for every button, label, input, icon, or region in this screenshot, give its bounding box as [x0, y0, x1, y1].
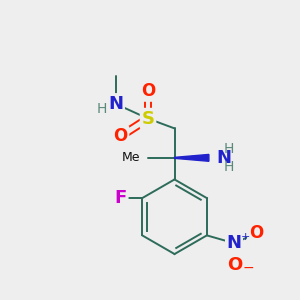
Text: +: + [241, 232, 250, 242]
Text: N: N [108, 95, 123, 113]
Polygon shape [175, 154, 209, 161]
Text: O: O [249, 224, 263, 242]
Text: H: H [223, 142, 234, 156]
Text: O: O [227, 256, 242, 274]
Text: O: O [141, 82, 155, 100]
Text: Me: Me [122, 152, 140, 164]
Text: S: S [142, 110, 154, 128]
Text: −: − [242, 261, 254, 275]
Text: H: H [97, 102, 107, 116]
Text: H: H [223, 160, 234, 174]
Text: F: F [115, 189, 127, 207]
Text: N: N [217, 149, 232, 167]
Text: N: N [227, 234, 242, 252]
Text: O: O [113, 127, 128, 145]
